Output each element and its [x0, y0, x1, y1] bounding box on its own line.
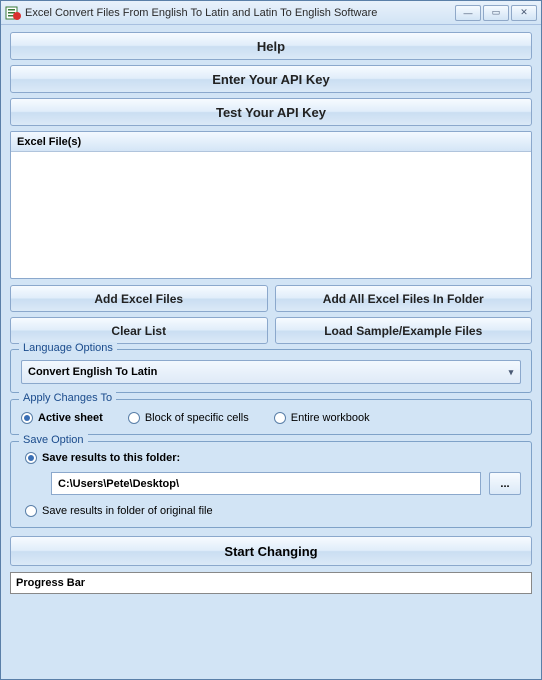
help-button[interactable]: Help	[10, 32, 532, 60]
apply-changes-group: Apply Changes To Active sheet Block of s…	[10, 399, 532, 435]
maximize-button[interactable]: ▭	[483, 5, 509, 21]
language-legend: Language Options	[19, 342, 117, 354]
file-list-header: Excel File(s)	[11, 132, 531, 152]
radio-save-original[interactable]: Save results in folder of original file	[25, 505, 521, 517]
progress-bar: Progress Bar	[10, 572, 532, 594]
save-path-input[interactable]	[51, 472, 481, 495]
close-button[interactable]: ✕	[511, 5, 537, 21]
load-sample-button[interactable]: Load Sample/Example Files	[275, 317, 533, 344]
progress-label: Progress Bar	[16, 577, 85, 589]
window-title: Excel Convert Files From English To Lati…	[25, 7, 455, 19]
radio-label-entire: Entire workbook	[291, 412, 370, 424]
radio-icon	[274, 412, 286, 424]
window-controls: — ▭ ✕	[455, 5, 537, 21]
start-changing-button[interactable]: Start Changing	[10, 536, 532, 566]
add-excel-files-button[interactable]: Add Excel Files	[10, 285, 268, 312]
apply-legend: Apply Changes To	[19, 392, 116, 404]
radio-icon	[25, 452, 37, 464]
minimize-button[interactable]: —	[455, 5, 481, 21]
radio-block-cells[interactable]: Block of specific cells	[128, 412, 249, 424]
radio-active-sheet[interactable]: Active sheet	[21, 412, 103, 424]
titlebar: Excel Convert Files From English To Lati…	[1, 1, 541, 25]
chevron-down-icon: ▾	[502, 367, 520, 378]
app-window: Excel Convert Files From English To Lati…	[0, 0, 542, 680]
save-legend: Save Option	[19, 434, 88, 446]
file-listbox[interactable]: Excel File(s)	[10, 131, 532, 279]
radio-label-save-original: Save results in folder of original file	[42, 505, 213, 517]
add-folder-button[interactable]: Add All Excel Files In Folder	[275, 285, 533, 312]
language-options-group: Language Options Convert English To Lati…	[10, 349, 532, 393]
test-api-key-button[interactable]: Test Your API Key	[10, 98, 532, 126]
enter-api-key-button[interactable]: Enter Your API Key	[10, 65, 532, 93]
radio-save-folder[interactable]: Save results to this folder:	[25, 452, 521, 464]
save-option-group: Save Option Save results to this folder:…	[10, 441, 532, 528]
radio-label-active: Active sheet	[38, 412, 103, 424]
client-area: Help Enter Your API Key Test Your API Ke…	[1, 25, 541, 601]
radio-icon	[128, 412, 140, 424]
clear-list-button[interactable]: Clear List	[10, 317, 268, 344]
radio-icon	[21, 412, 33, 424]
browse-button[interactable]: ...	[489, 472, 521, 495]
radio-label-save-folder: Save results to this folder:	[42, 452, 180, 464]
radio-icon	[25, 505, 37, 517]
app-icon	[5, 5, 21, 21]
language-selected: Convert English To Latin	[28, 366, 502, 378]
radio-label-block: Block of specific cells	[145, 412, 249, 424]
language-combo[interactable]: Convert English To Latin ▾	[21, 360, 521, 384]
radio-entire-workbook[interactable]: Entire workbook	[274, 412, 370, 424]
